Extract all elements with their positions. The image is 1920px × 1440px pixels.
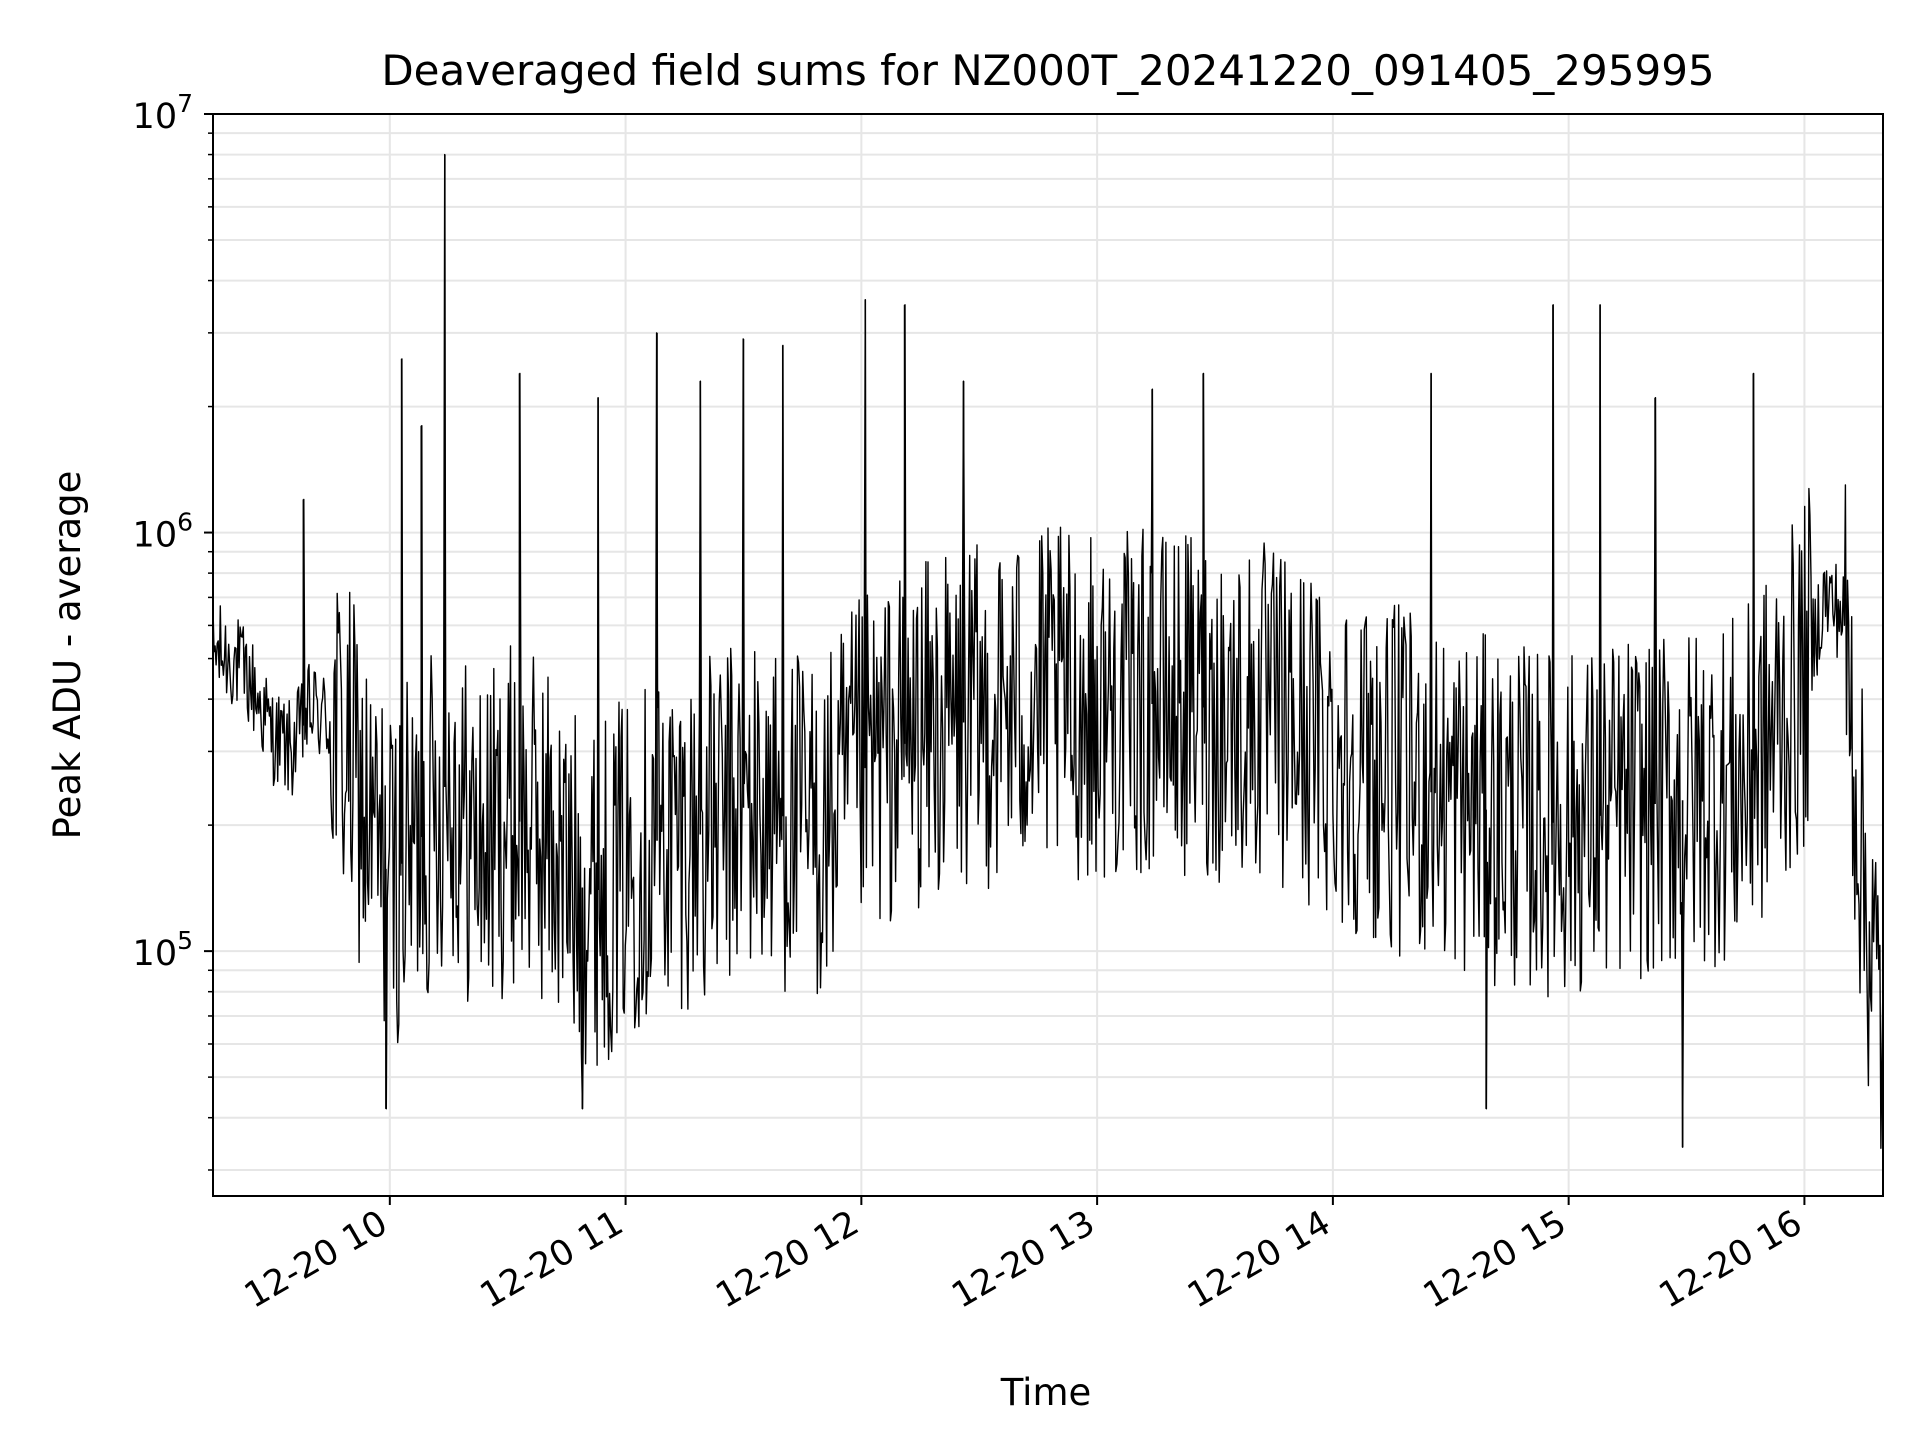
- y-tick-label: 106: [133, 508, 193, 556]
- y-tick-label: 107: [133, 89, 193, 137]
- series-line: [212, 153, 1884, 1149]
- y-tick-label: 105: [133, 926, 193, 974]
- x-axis-label: Time: [1000, 1371, 1092, 1414]
- chart-title: Deaveraged field sums for NZ000T_2024122…: [381, 46, 1714, 95]
- y-axis-label: Peak ADU - average: [46, 471, 89, 840]
- data-layer: [212, 153, 1884, 1149]
- plot-frame: [212, 113, 1884, 1197]
